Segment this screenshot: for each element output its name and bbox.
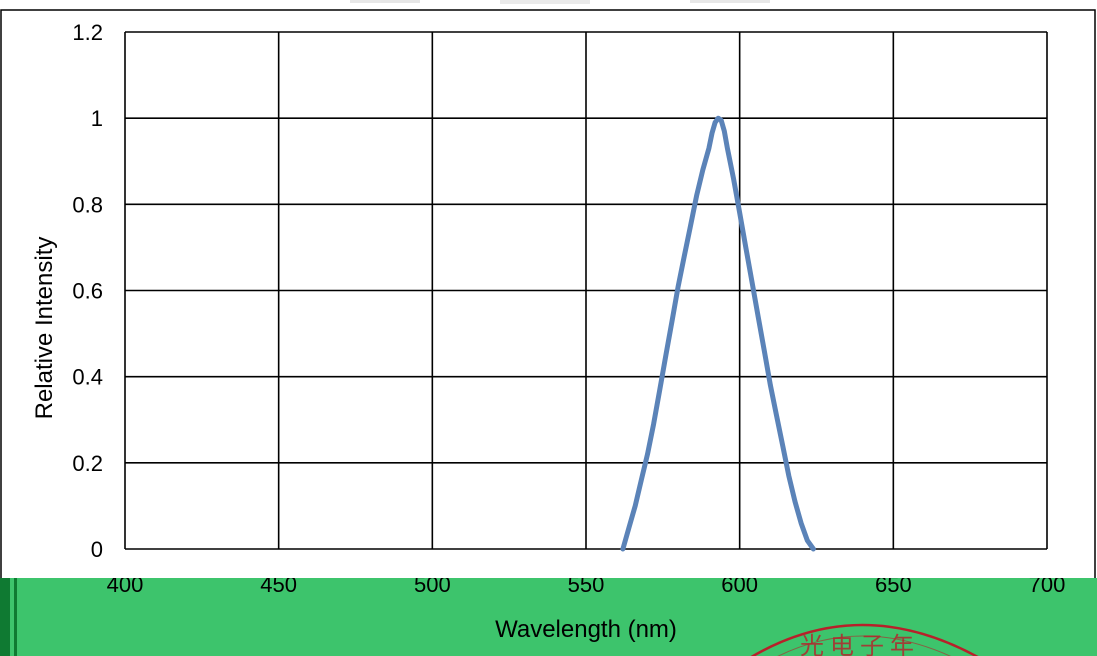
seal-arc-inner bbox=[777, 635, 951, 656]
x-tick-label-3: 550 bbox=[568, 578, 605, 597]
y-tick-label-0: 0 bbox=[91, 537, 103, 562]
y-tick-label-1: 0.2 bbox=[72, 451, 103, 476]
band-left-bar-thin bbox=[14, 578, 17, 656]
y-tick-label-5: 1 bbox=[91, 106, 103, 131]
x-tick-label-0: 400 bbox=[107, 578, 144, 597]
seal-text: 光电子年 bbox=[800, 632, 920, 656]
x-tick-label-1: 450 bbox=[260, 578, 297, 597]
seal-arc bbox=[750, 623, 979, 656]
seal-watermark: 光电子年 bbox=[750, 623, 979, 656]
x-tick-label-6: 700 bbox=[1029, 578, 1066, 597]
series-line bbox=[620, 115, 816, 552]
y-axis-title: Relative Intensity bbox=[31, 237, 58, 420]
y-tick-label-2: 0.4 bbox=[72, 365, 103, 390]
top-smudge bbox=[350, 0, 770, 4]
figure-border bbox=[0, 9, 1096, 655]
x-tick-label-4: 600 bbox=[721, 578, 758, 597]
band-x-tick-labels: 400 450 500 550 600 650 700 Wavelength (nm) bbox=[107, 578, 1066, 643]
x-tick-label-2: 500 bbox=[414, 578, 451, 597]
y-tick-label-3: 0.6 bbox=[72, 279, 103, 304]
x-tick-label-5: 650 bbox=[875, 578, 912, 597]
y-tick-label-6: 1.2 bbox=[72, 20, 103, 45]
x-axis-title: Wavelength (nm) bbox=[495, 616, 677, 643]
overlay-band: 400 450 500 550 600 650 700 Wavelength (nm) 光电子… bbox=[0, 578, 1097, 656]
y-tick-labels: 0 0.2 0.4 0.6 0.8 1 1.2 bbox=[72, 20, 103, 562]
band-left-bar bbox=[0, 578, 10, 656]
grid-lines bbox=[124, 31, 1048, 550]
y-tick-label-4: 0.8 bbox=[72, 192, 103, 217]
